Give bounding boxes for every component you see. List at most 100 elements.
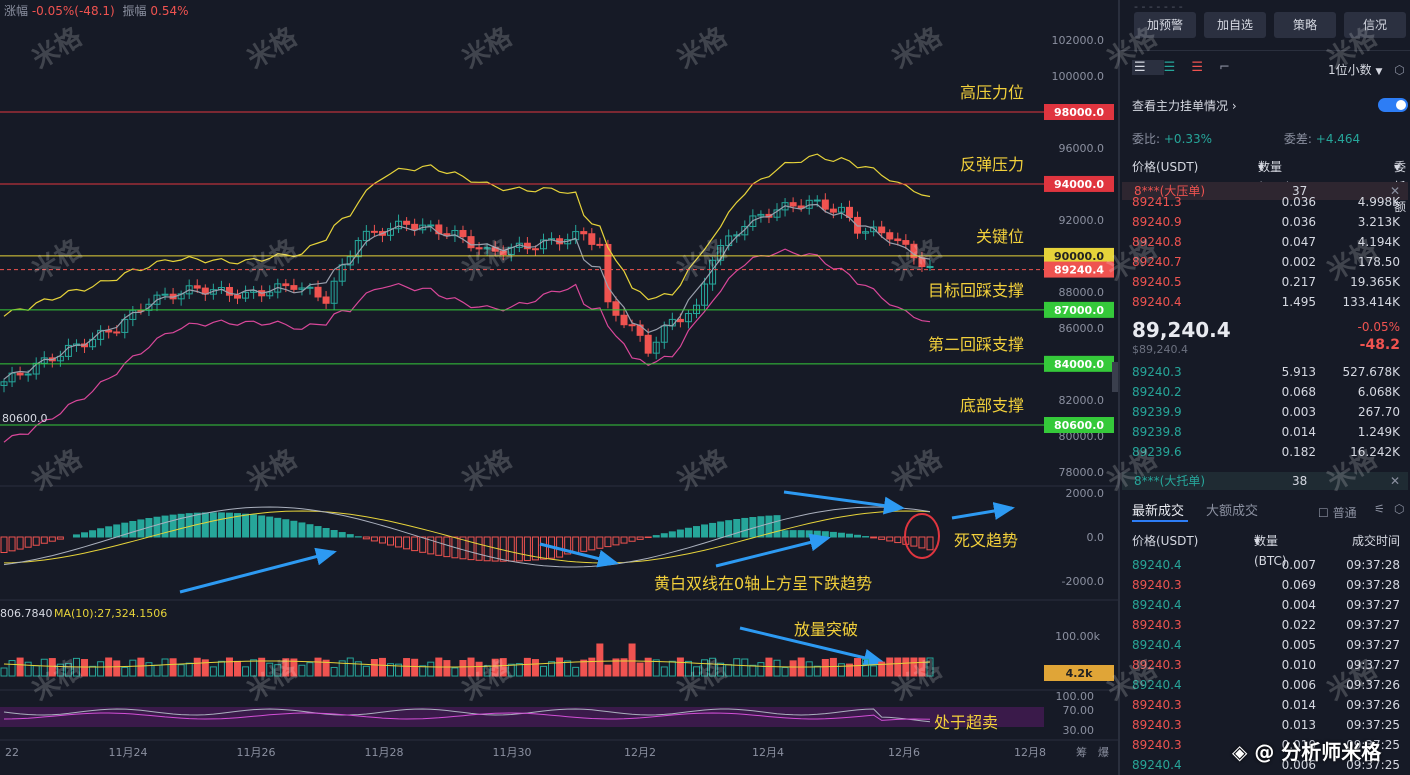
big-buy-row[interactable]: 8***(大托单) 38 ✕ [1122,472,1408,490]
macd-bar [717,521,725,538]
ask-row[interactable]: 89241.3 0.036 4.998K [1132,192,1400,212]
macd-bar [419,536,427,553]
candle-body [459,230,467,238]
trend-arrow [539,542,619,568]
ask-row[interactable]: 89240.9 0.036 3.213K [1132,212,1400,232]
macd-bar [153,516,161,538]
macd-bar [660,533,668,538]
trade-row[interactable]: 89240.4 0.006 09:37:26 [1132,675,1400,695]
qty-cell: 0.182 [1281,445,1316,459]
time-axis-label: 11月28 [365,746,404,759]
qty-cell: 0.013 [1281,718,1316,732]
volume-bar [902,657,910,677]
volume-bar [314,657,322,677]
trade-row[interactable]: 89240.3 0.010 09:37:27 [1132,655,1400,675]
trade-price-header: 价格(USDT) [1132,534,1199,548]
trade-row[interactable]: 89240.3 0.022 09:37:27 [1132,615,1400,635]
bid-row[interactable]: 89239.9 0.003 267.70 [1132,402,1400,422]
trend-arrow [179,547,337,594]
ask-row[interactable]: 89240.5 0.217 19.365K [1132,272,1400,292]
trade-row[interactable]: 89240.3 0.013 09:37:25 [1132,715,1400,735]
trade-row[interactable]: 89240.4 0.007 09:37:28 [1132,555,1400,575]
trade-row[interactable]: 89240.4 0.006 09:37:25 [1132,755,1400,775]
volume-bar [97,661,105,677]
pane-scroll-handle[interactable] [1112,362,1118,392]
ask-row[interactable]: 89240.7 0.002 178.50 [1132,252,1400,272]
volume-bar [539,665,547,677]
strategy-button[interactable]: 策略 [1274,12,1336,38]
amount-cell: 09:37:25 [1346,738,1400,752]
big-sell-label: 8***(大压单) [1134,184,1205,198]
macd-bar [427,536,435,555]
settings-icon[interactable]: ⬡ [1394,502,1405,516]
tab-large-trades[interactable]: 大额成交 [1206,504,1259,519]
time-axis-label: 12月4 [752,746,784,759]
macd-trend-note: 黄白双线在0轴上方呈下跌趋势 [654,574,872,593]
add-alert-button[interactable]: 加预警 [1134,12,1196,38]
tab-underline [1132,520,1188,522]
bid-row[interactable]: 89240.3 5.913 527.678K [1132,362,1400,382]
macd-bar [620,536,628,544]
candle-body [387,228,395,236]
close-icon[interactable]: ✕ [1389,474,1400,488]
candle-body [741,225,749,236]
candle-body [757,213,765,217]
brand-signature: ◈ @ 分析师米格 [1232,740,1382,764]
volume-bar [330,666,338,677]
candle-body [644,334,652,354]
left-level-label: 80600.0 [2,412,48,425]
settings-icon[interactable]: ⬡ [1394,63,1405,77]
level-tag [1044,355,1114,372]
orderbook-toggle[interactable] [1378,98,1408,112]
amount-header[interactable]: 委托额 ▾ [1394,157,1406,214]
trade-row[interactable]: 89240.4 0.004 09:37:27 [1132,595,1400,615]
amount-cell: 133.414K [1342,295,1401,309]
trade-qty-header[interactable]: 数量(BTC) ▾ [1254,531,1287,568]
tab-latest-trades[interactable]: 最新成交 [1132,504,1185,519]
bid-row[interactable]: 89240.2 0.068 6.068K [1132,382,1400,402]
qty-cell: 0.005 [1281,638,1316,652]
volume-bar [918,657,926,677]
volume-bar [789,660,797,677]
volume-bar [201,659,209,677]
expand-icon[interactable]: ⌐ [1218,60,1246,75]
macd-bar [652,535,660,538]
qty-header[interactable]: 数量 (BTC) ▾ [1258,157,1291,194]
trade-row[interactable]: 89240.4 0.005 09:37:27 [1132,635,1400,655]
macd-bar [805,530,813,538]
candle-body [580,231,588,235]
orderbook-link[interactable]: 查看主力挂单情况 › [1132,97,1237,114]
macd-bar [378,536,386,544]
macd-bar [741,517,749,538]
big-sell-row[interactable]: 8***(大压单) 37 ✕ [1122,182,1408,200]
close-icon[interactable]: ✕ [1389,184,1400,198]
bid-row[interactable]: 89239.8 0.014 1.249K [1132,422,1400,442]
trade-row[interactable]: 89240.3 0.069 09:37:28 [1132,575,1400,595]
ask-row[interactable]: 89240.8 0.047 4.194K [1132,232,1400,252]
macd-bar [169,514,177,538]
macd-bar [580,536,588,552]
candle-body [596,243,604,246]
view-toggle-icons[interactable]: ☰ ☰☰⌐ [1132,60,1246,75]
add-watchlist-button[interactable]: 加自选 [1204,12,1266,38]
volume-bar [234,660,242,677]
trade-row[interactable]: 89240.3 0.014 09:37:26 [1132,695,1400,715]
candle-body [467,236,475,249]
candle-body [370,230,378,233]
ask-row[interactable]: 89240.4 1.495 133.414K [1132,292,1400,312]
macd-bar [56,536,64,540]
book-sell-icon[interactable]: ☰ [1191,60,1219,75]
candlestick-chart[interactable]: 102000.0 100000.0 98000.0 96000.0 94000.0 920… [0,0,1118,775]
filter-icon[interactable]: ⚟ [1374,502,1385,516]
info-button[interactable]: 信况 [1344,12,1406,38]
amount-cell: 527.678K [1342,365,1401,379]
candle-body [845,206,853,218]
price-header: 价格(USDT) [1132,160,1199,174]
trade-row[interactable]: 89240.3 0.010 09:37:25 [1132,735,1400,755]
book-buy-icon[interactable]: ☰ [1163,60,1192,75]
book-both-icon[interactable]: ☰ [1132,60,1164,75]
chart-area[interactable]: 涨幅 -0.05%(-48.1) 振幅 0.54% 102000.0 100000… [0,0,1118,775]
normal-checkbox[interactable]: ☐ 普通 [1318,506,1357,520]
decimal-select[interactable]: 1位小数 ▼ ⬡ [1328,61,1405,78]
bid-row[interactable]: 89239.6 0.182 16.242K [1132,442,1400,462]
